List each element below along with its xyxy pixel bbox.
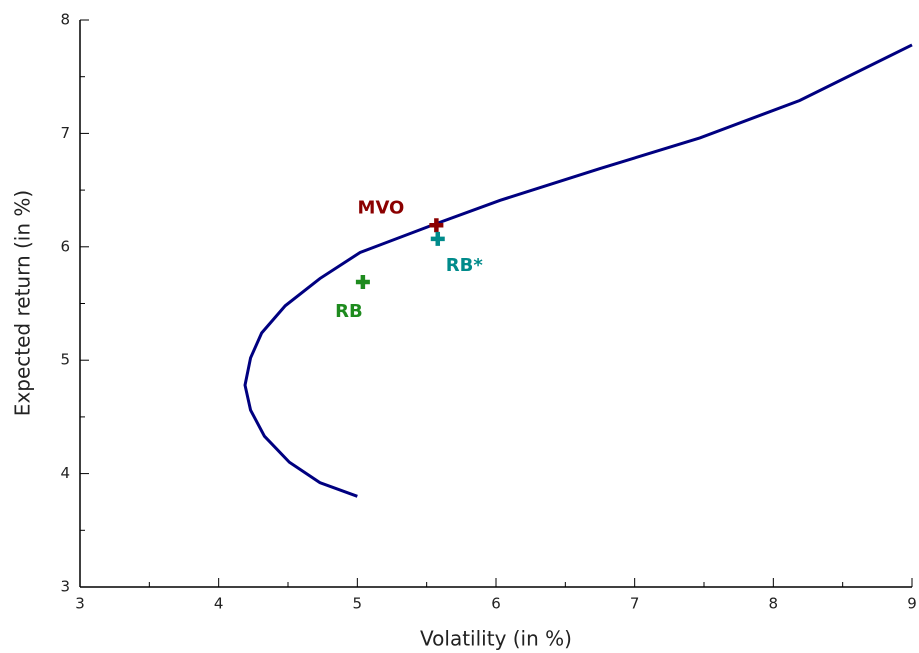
x-tick-label: 3 xyxy=(75,595,85,613)
point-label: MVO xyxy=(358,197,405,218)
y-tick-label: 6 xyxy=(60,237,70,255)
y-axis-title: Expected return (in %) xyxy=(11,190,35,416)
y-tick-label: 5 xyxy=(60,351,70,369)
x-tick-label: 9 xyxy=(907,595,917,613)
point-marker xyxy=(429,218,444,233)
y-tick-label: 7 xyxy=(60,124,70,142)
x-tick-label: 5 xyxy=(353,595,363,613)
point-label: RB xyxy=(335,301,363,322)
point-marker xyxy=(355,274,370,289)
frontier-line xyxy=(243,43,913,498)
point-label: RB* xyxy=(446,255,484,276)
x-tick-label: 8 xyxy=(769,595,779,613)
x-tick-label: 4 xyxy=(214,595,224,613)
x-tick-label: 7 xyxy=(630,595,640,613)
y-tick-label: 4 xyxy=(60,464,70,482)
x-axis-title: Volatility (in %) xyxy=(420,627,572,651)
point-marker xyxy=(430,231,445,246)
y-tick-label: 3 xyxy=(60,578,70,596)
x-tick-label: 6 xyxy=(491,595,501,613)
y-tick-label: 8 xyxy=(60,11,70,29)
